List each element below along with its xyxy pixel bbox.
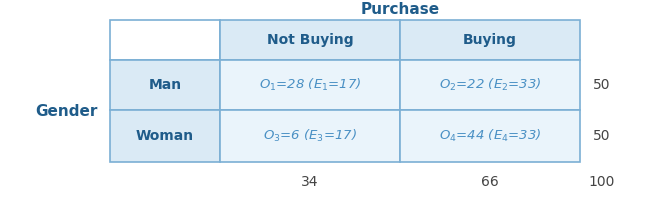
Bar bbox=[220, 20, 400, 60]
Bar bbox=[400, 110, 580, 162]
Text: Gender: Gender bbox=[36, 104, 98, 118]
Text: Purchase: Purchase bbox=[360, 2, 440, 18]
Text: $O_4$=44 ($E_4$=33): $O_4$=44 ($E_4$=33) bbox=[439, 128, 541, 144]
Bar bbox=[110, 20, 220, 60]
Text: $O_2$=22 ($E_2$=33): $O_2$=22 ($E_2$=33) bbox=[439, 77, 541, 93]
Bar bbox=[110, 60, 220, 110]
Bar bbox=[220, 110, 400, 162]
Text: 100: 100 bbox=[589, 175, 615, 189]
Bar bbox=[400, 20, 580, 60]
Bar bbox=[220, 60, 400, 110]
Text: Woman: Woman bbox=[136, 129, 194, 143]
Text: 50: 50 bbox=[593, 129, 610, 143]
Text: $O_1$=28 ($E_1$=17): $O_1$=28 ($E_1$=17) bbox=[259, 77, 361, 93]
Text: 50: 50 bbox=[593, 78, 610, 92]
Text: 66: 66 bbox=[481, 175, 499, 189]
Text: $O_3$=6 ($E_3$=17): $O_3$=6 ($E_3$=17) bbox=[263, 128, 357, 144]
Text: Buying: Buying bbox=[463, 33, 517, 47]
Text: Man: Man bbox=[148, 78, 182, 92]
Text: 34: 34 bbox=[301, 175, 319, 189]
Text: Not Buying: Not Buying bbox=[267, 33, 353, 47]
Bar bbox=[110, 110, 220, 162]
Bar bbox=[400, 60, 580, 110]
